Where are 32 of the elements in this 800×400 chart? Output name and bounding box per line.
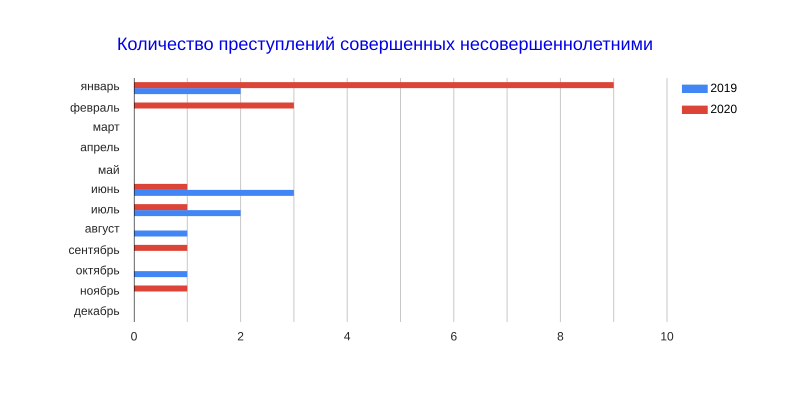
- y-tick-label: ноябрь: [80, 286, 120, 298]
- y-tick-label: июль: [92, 206, 120, 214]
- x-tick-label: 0: [131, 332, 137, 341]
- x-tick-label: 10: [661, 332, 674, 341]
- bar: [134, 102, 294, 109]
- bar: [134, 271, 188, 278]
- bar: [134, 88, 241, 94]
- y-tick-label: июнь: [92, 186, 120, 194]
- bar: [134, 204, 188, 210]
- y-tick-label: январь: [80, 84, 120, 93]
- y-tick-label: апрель: [80, 144, 120, 154]
- bar: [134, 230, 188, 237]
- y-tick-label: май: [98, 164, 119, 174]
- legend-label: 2020: [711, 104, 737, 114]
- y-tick-label: февраль: [70, 102, 120, 114]
- bar: [134, 184, 188, 190]
- bar: [134, 244, 188, 251]
- chart-title: Количество преступлений совершенных несовершеннолетними: [118, 36, 652, 54]
- y-tick-label: март: [94, 124, 120, 134]
- x-tick-label: 2: [238, 332, 244, 340]
- y-tick-label: октябрь: [76, 266, 120, 277]
- y-tick-label: сентябрь: [69, 245, 120, 256]
- legend-label: 2019: [711, 84, 737, 92]
- bar: [134, 286, 188, 292]
- bar: [134, 190, 294, 196]
- bar: [134, 82, 614, 88]
- y-tick-label: декабрь: [74, 306, 120, 318]
- x-tick-label: 8: [558, 332, 564, 341]
- x-tick-label: 4: [344, 332, 350, 340]
- x-tick-label: 6: [451, 332, 457, 341]
- bar: [134, 210, 241, 216]
- y-tick-label: август: [85, 226, 120, 235]
